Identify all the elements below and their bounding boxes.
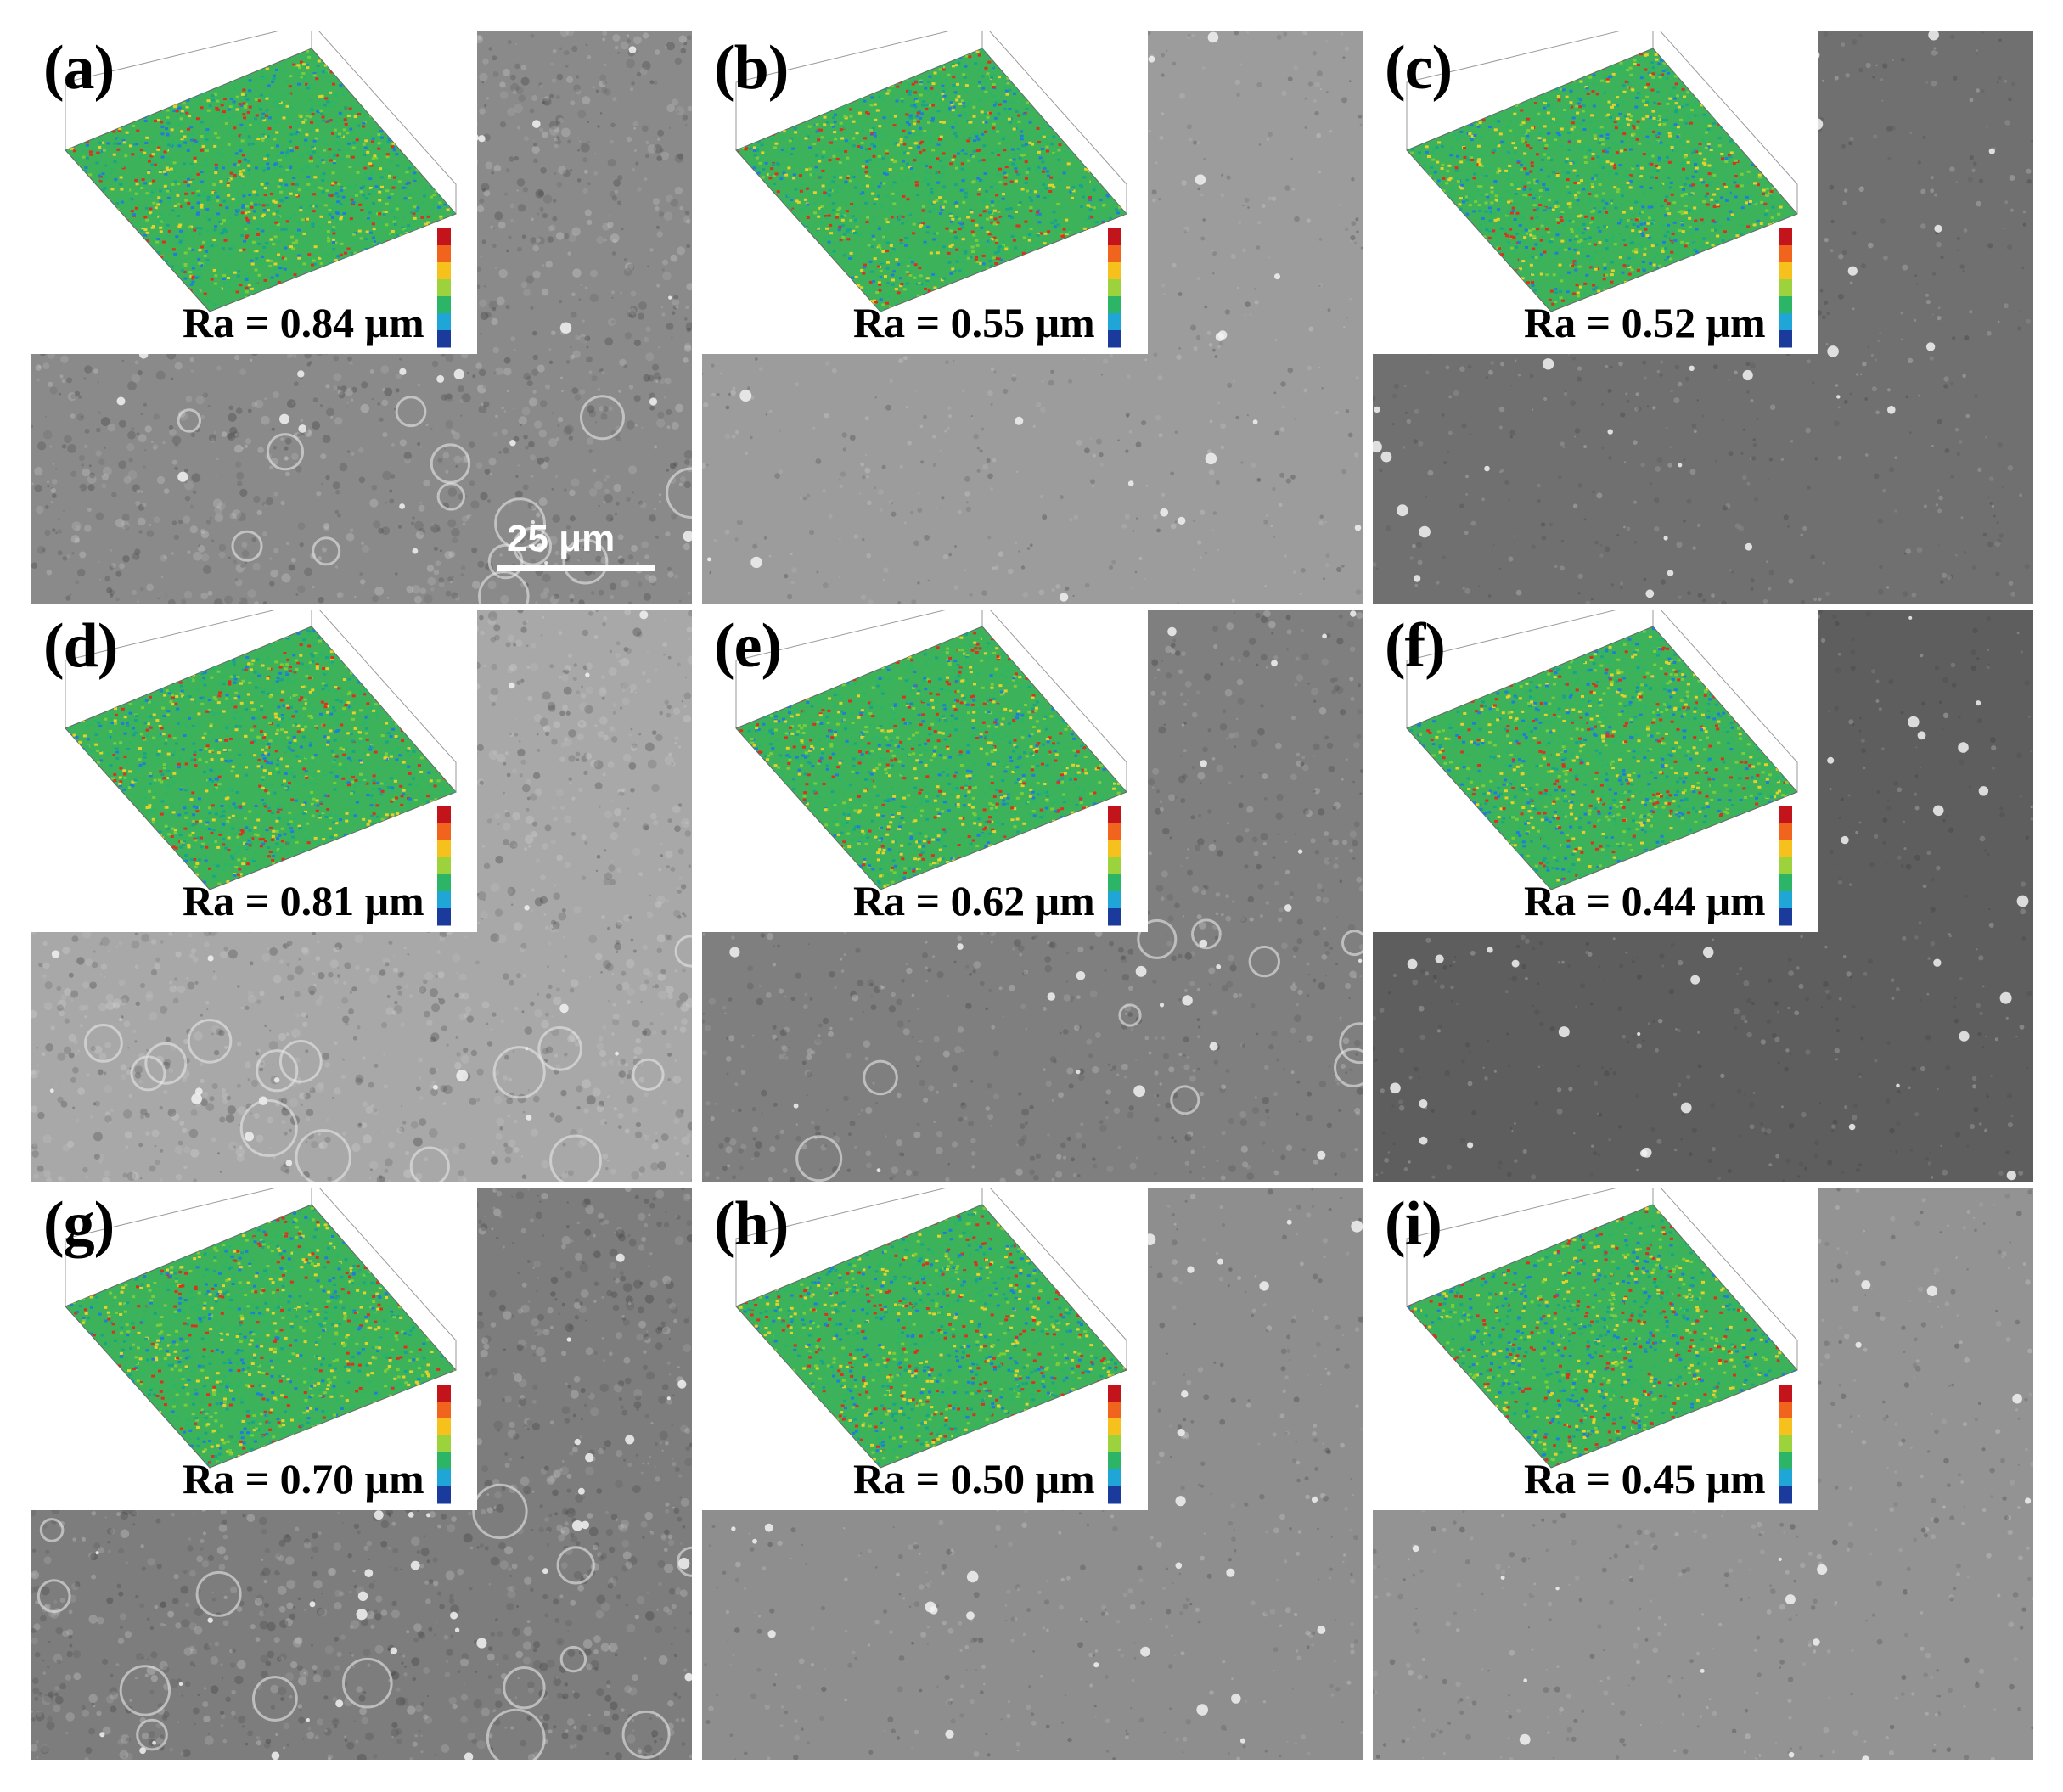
surface-profile-inset	[1373, 1188, 1818, 1510]
panel-b: (b) Ra = 0.55 μm	[702, 31, 1363, 604]
panel-h: (h) Ra = 0.50 μm	[702, 1188, 1363, 1760]
roughness-value: Ra = 0.50 μm	[853, 1458, 1095, 1500]
scale-bar-label: 25 μm	[507, 518, 615, 560]
panel-label: (d)	[43, 615, 118, 677]
roughness-value: Ra = 0.45 μm	[1524, 1458, 1766, 1500]
panel-label: (g)	[43, 1193, 115, 1256]
surface-profile-inset	[31, 31, 477, 354]
panel-label: (a)	[43, 37, 115, 99]
panel-label: (f)	[1385, 615, 1446, 677]
panel-a: (a) Ra = 0.84 μm 25 μm	[31, 31, 692, 604]
panel-i: (i) Ra = 0.45 μm	[1373, 1188, 2033, 1760]
roughness-value: Ra = 0.62 μm	[853, 879, 1095, 922]
panel-e: (e) Ra = 0.62 μm	[702, 610, 1363, 1182]
panel-d: (d) Ra = 0.81 μm	[31, 610, 692, 1182]
surface-profile-inset	[702, 610, 1148, 932]
surface-profile-inset	[31, 1188, 477, 1510]
surface-profile-inset	[702, 31, 1148, 354]
scale-bar-line	[497, 565, 655, 571]
roughness-value: Ra = 0.81 μm	[183, 879, 424, 922]
roughness-value: Ra = 0.52 μm	[1524, 301, 1766, 344]
panel-f: (f) Ra = 0.44 μm	[1373, 610, 2033, 1182]
surface-profile-inset	[1373, 610, 1818, 932]
panel-label: (i)	[1385, 1193, 1442, 1256]
scale-bar: 25 μm	[497, 518, 655, 577]
surface-profile-inset	[31, 610, 477, 932]
panel-label: (e)	[714, 615, 782, 677]
roughness-value: Ra = 0.55 μm	[853, 301, 1095, 344]
panel-g: (g) Ra = 0.70 μm	[31, 1188, 692, 1760]
roughness-value: Ra = 0.44 μm	[1524, 879, 1766, 922]
panel-label: (c)	[1385, 37, 1453, 99]
roughness-value: Ra = 0.70 μm	[183, 1458, 424, 1500]
surface-profile-inset	[702, 1188, 1148, 1510]
surface-profile-inset	[1373, 31, 1818, 354]
panel-label: (b)	[714, 37, 789, 99]
panel-c: (c) Ra = 0.52 μm	[1373, 31, 2033, 604]
panel-label: (h)	[714, 1193, 789, 1256]
roughness-value: Ra = 0.84 μm	[183, 301, 424, 344]
